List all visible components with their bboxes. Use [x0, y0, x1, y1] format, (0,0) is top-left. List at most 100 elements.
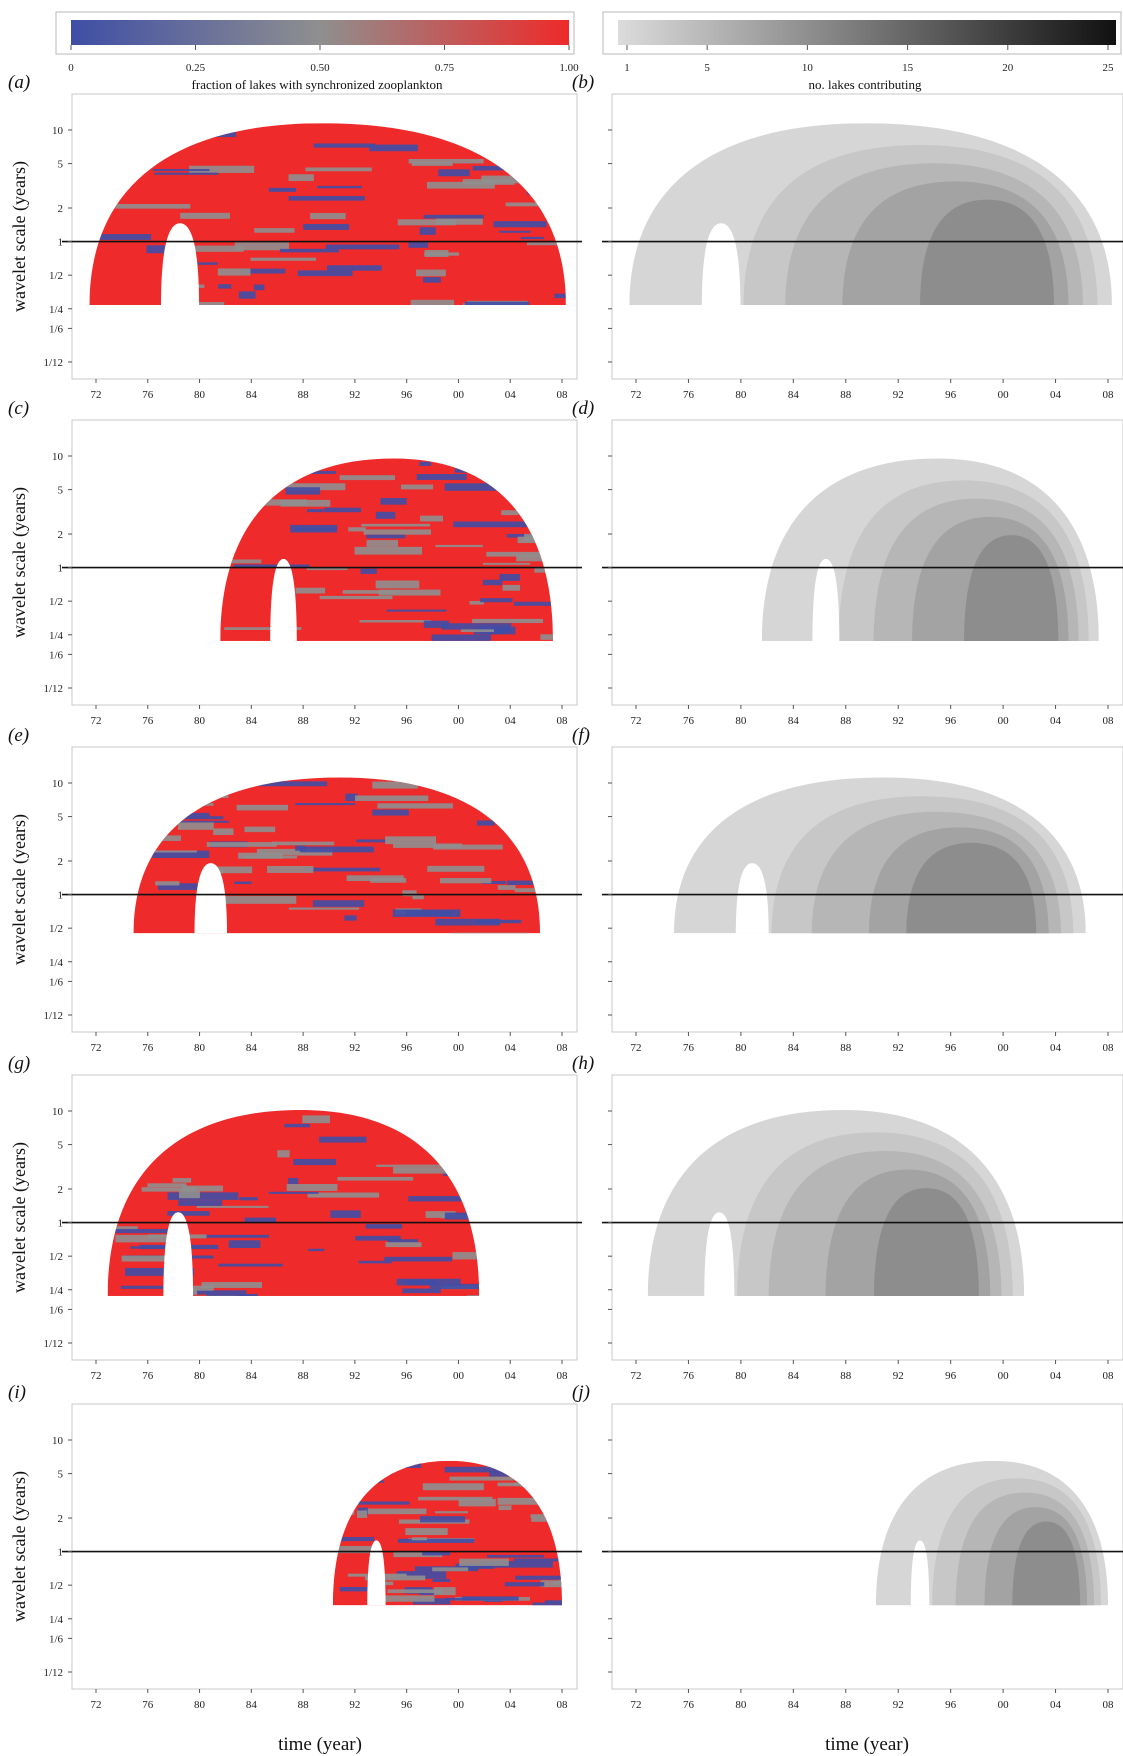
synchrony-streak — [540, 634, 553, 640]
synchrony-streak — [167, 1211, 210, 1216]
x-tick-label: 00 — [998, 389, 1010, 401]
x-tick-label: 00 — [453, 1042, 465, 1054]
x-tick-label: 76 — [142, 1370, 154, 1382]
synchrony-streak — [420, 515, 444, 522]
synchrony-streak — [419, 227, 436, 235]
y-tick-label: 1/6 — [49, 1633, 64, 1645]
synchrony-streak — [228, 1240, 261, 1248]
x-tick-label: 72 — [631, 1370, 642, 1382]
y-tick-label: 1/2 — [49, 596, 63, 608]
colorbar-tick-label: 20 — [1002, 62, 1014, 74]
y-tick-label: 1 — [58, 563, 64, 575]
synchrony-streak — [96, 234, 152, 240]
synchrony-streak — [393, 1167, 447, 1174]
synchrony-streak — [305, 167, 372, 172]
synchrony-streak — [224, 627, 302, 630]
x-tick-label: 00 — [453, 715, 465, 727]
synchrony-streak — [386, 609, 447, 612]
synchrony-streak — [355, 795, 429, 801]
synchrony-streak — [348, 527, 366, 532]
synchrony-streak — [369, 144, 418, 152]
y-tick-label: 1 — [58, 1218, 64, 1230]
x-tick-label: 08 — [1103, 1042, 1115, 1054]
synchrony-streak — [469, 600, 484, 605]
x-tick-label: 80 — [194, 715, 206, 727]
y-tick-label: 1/4 — [49, 1614, 64, 1626]
synchrony-streak — [461, 1596, 519, 1601]
synchrony-streak — [397, 1538, 475, 1543]
x-tick-label: 72 — [91, 1699, 102, 1711]
synchrony-streak — [155, 881, 180, 886]
x-tick-label: 88 — [840, 1699, 852, 1711]
synchrony-streak — [361, 523, 431, 527]
lakes-layer — [1012, 1521, 1081, 1606]
x-tick-label: 80 — [194, 389, 206, 401]
synchrony-streak — [154, 172, 219, 175]
panel-label: (a) — [8, 72, 30, 93]
synchrony-streak — [277, 1150, 290, 1158]
x-tick-label: 04 — [505, 389, 517, 401]
y-tick-label: 10 — [52, 778, 64, 790]
x-tick-label: 96 — [401, 715, 413, 727]
synchrony-streak — [178, 1200, 223, 1206]
synchrony-streak — [444, 1212, 480, 1220]
colorbar-tick-label: 5 — [704, 62, 710, 74]
x-tick-label: 84 — [788, 1042, 800, 1054]
synchrony-streak — [339, 475, 395, 481]
synchrony-streak — [396, 1278, 461, 1286]
synchrony-streak — [359, 620, 431, 623]
synchrony-streak — [201, 1282, 262, 1288]
synchrony-streak — [366, 534, 406, 539]
synchrony-streak — [177, 822, 214, 830]
panel-fraction: 10 5 2 1 1/2 1/4 1/6 1/12 72 76 80 84 88 92 96 00 04 08 (g… — [8, 1053, 582, 1382]
synchrony-streak — [499, 573, 520, 581]
synchrony-streak — [161, 835, 181, 841]
y-tick-label: 1/12 — [43, 357, 63, 369]
synchrony-streak — [422, 1552, 451, 1556]
synchrony-streak — [206, 1290, 247, 1296]
synchrony-streak — [181, 1185, 223, 1192]
synchrony-streak — [157, 883, 209, 890]
colorbar-tick-label: 25 — [1103, 62, 1115, 74]
x-tick-label: 88 — [840, 1042, 852, 1054]
synchrony-streak — [244, 856, 298, 859]
synchrony-streak — [307, 509, 324, 513]
x-tick-label: 08 — [557, 389, 569, 401]
x-tick-label: 88 — [840, 715, 852, 727]
colorbar-fraction: 0 0.25 0.50 0.75 1.00 fraction of lakes with… — [55, 11, 579, 92]
synchrony-streak — [402, 890, 417, 897]
synchrony-streak — [481, 880, 506, 884]
synchrony-streak — [419, 1516, 466, 1523]
cone-gap — [160, 223, 200, 306]
synchrony-streak — [405, 1528, 448, 1536]
synchrony-streak — [423, 277, 441, 283]
synchrony-streak — [365, 1224, 403, 1229]
synchrony-streak — [319, 595, 393, 600]
cone-gap — [194, 863, 228, 934]
x-tick-label: 76 — [142, 715, 154, 727]
y-tick-label: 1/2 — [49, 270, 63, 282]
synchrony-streak — [179, 1190, 200, 1199]
synchrony-streak — [384, 1256, 453, 1262]
synchrony-streak — [342, 590, 399, 594]
synchrony-streak — [218, 896, 297, 904]
x-tick-label: 80 — [735, 1370, 747, 1382]
synchrony-streak — [411, 1537, 427, 1541]
y-tick-label: 1/4 — [49, 304, 64, 316]
x-tick-label: 72 — [631, 1042, 642, 1054]
panel-fraction: 10 5 2 1 1/2 1/4 1/6 1/12 72 76 80 84 88 92 96 00 04 08 (a… — [8, 72, 582, 401]
synchrony-streak — [467, 1295, 480, 1296]
cone-gap — [735, 863, 769, 934]
synchrony-streak — [288, 196, 365, 201]
y-axis-label: wavelet scale (years) — [9, 1471, 30, 1622]
synchrony-streak — [307, 1192, 380, 1198]
x-tick-label: 84 — [788, 1699, 800, 1711]
y-tick-label: 1/4 — [49, 957, 64, 969]
y-tick-label: 5 — [58, 1469, 64, 1481]
synchrony-streak — [286, 483, 346, 491]
synchrony-streak — [432, 1579, 451, 1582]
y-tick-label: 1 — [58, 1547, 64, 1559]
synchrony-streak — [497, 1497, 562, 1505]
y-tick-label: 10 — [52, 451, 64, 463]
